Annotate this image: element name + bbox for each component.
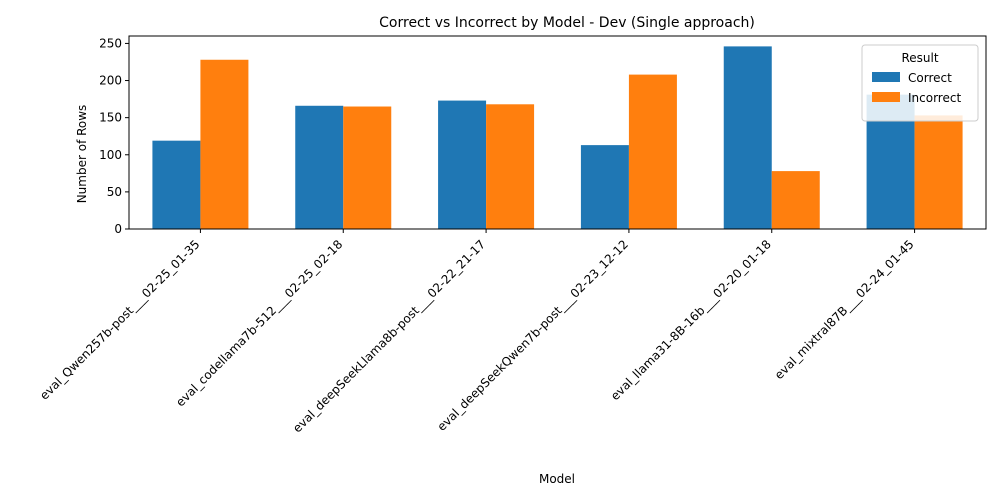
- x-tick-label: eval_Qwen257b-post___02-25_01-35: [37, 237, 202, 402]
- bar-correct-4: [723, 46, 772, 230]
- y-tick-label: 200: [99, 74, 122, 88]
- bar-incorrect-4: [771, 171, 820, 229]
- legend-title: Result: [901, 51, 938, 65]
- bar-correct-3: [580, 145, 629, 229]
- x-tick-label: eval_mixtral87B___02-24_01-45: [772, 237, 917, 382]
- bar-incorrect-0: [200, 59, 249, 229]
- x-axis-label: Model: [539, 472, 575, 486]
- bar-incorrect-1: [343, 106, 392, 229]
- y-tick-label: 50: [107, 185, 122, 199]
- y-tick-label: 0: [114, 222, 122, 236]
- legend: Result Correct Incorrect: [861, 44, 979, 122]
- y-axis-label: Number of Rows: [75, 105, 89, 204]
- bar-incorrect-2: [486, 104, 535, 229]
- y-tick-label: 100: [99, 148, 122, 162]
- x-tick-label: eval_codellama7b-512___02-25_02-18: [173, 237, 345, 409]
- legend-label-incorrect: Incorrect: [908, 91, 961, 105]
- x-tick-label: eval_llama31-8B-16b___02-20_01-18: [608, 237, 774, 403]
- y-tick-label: 150: [99, 111, 122, 125]
- plot-area: 0 50 100 150 200 250 eval_Qwen257b-post___02-2…: [37, 35, 987, 435]
- bar-correct-2: [438, 100, 487, 229]
- legend-label-correct: Correct: [908, 71, 952, 85]
- legend-swatch-incorrect: [872, 92, 900, 102]
- y-tick-label: 250: [99, 36, 122, 50]
- axes-frame: [128, 35, 987, 230]
- legend-swatch-correct: [872, 72, 900, 82]
- chart-title: Correct vs Incorrect by Model - Dev (Sin…: [379, 15, 755, 31]
- bar-correct-0: [152, 140, 201, 229]
- bar-correct-1: [295, 105, 344, 229]
- bar-incorrect-3: [628, 74, 677, 229]
- bar-incorrect-5: [914, 115, 963, 229]
